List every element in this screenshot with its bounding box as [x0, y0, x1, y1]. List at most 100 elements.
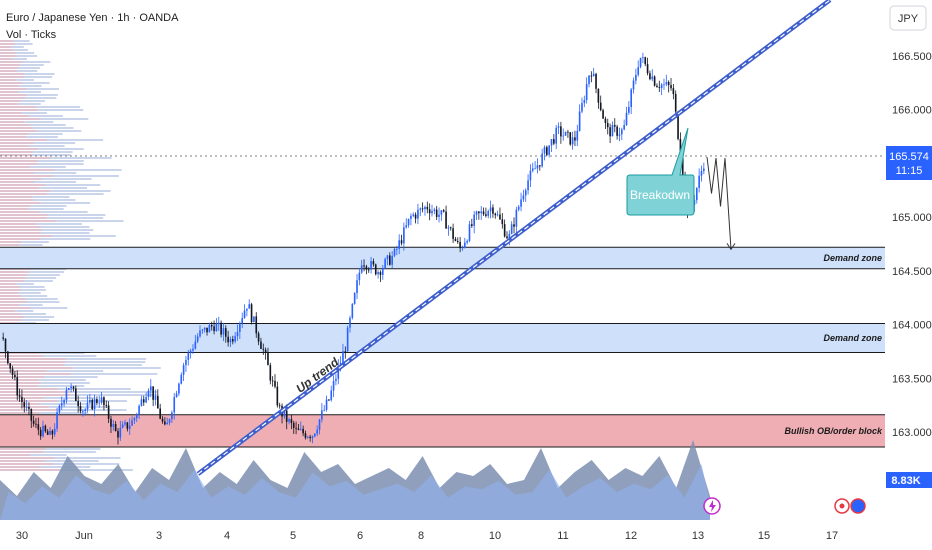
candle-body	[560, 126, 562, 137]
candle-body	[435, 209, 438, 217]
candle-body	[37, 424, 40, 430]
volume-profile-bar	[0, 295, 48, 297]
candle-body	[314, 433, 316, 437]
volume-profile-bar	[0, 64, 44, 66]
price-axis[interactable]	[886, 0, 932, 520]
candle-body	[323, 409, 326, 411]
volume-profile-bar-sell	[0, 196, 32, 198]
candle-body	[39, 429, 42, 437]
candle-body	[595, 73, 597, 89]
volume-profile-bar	[0, 307, 68, 309]
projection-layer	[706, 156, 736, 251]
candle-body	[264, 349, 267, 354]
candle-body	[107, 405, 110, 419]
volume-profile-bar-sell	[0, 148, 38, 150]
volume-profile-bar-sell	[0, 232, 41, 234]
volume-profile-bar-sell	[0, 304, 20, 306]
volume-profile-bar-sell	[0, 226, 41, 228]
volume-profile-bar	[0, 205, 67, 207]
candle-body	[574, 137, 576, 141]
candle-body	[67, 388, 70, 391]
volume-profile-bar-sell	[0, 115, 29, 117]
candle-body	[210, 325, 213, 327]
candle-body	[405, 225, 408, 228]
volume-profile-bar-sell	[0, 220, 56, 222]
volume-profile-bar	[0, 94, 58, 96]
candle-body	[171, 412, 173, 420]
volume-profile-bar-sell	[0, 82, 23, 84]
candle-body	[321, 410, 323, 420]
volume-profile-bar	[0, 121, 54, 123]
volume-profile-bar	[0, 145, 65, 147]
volume-profile-bar	[0, 124, 66, 126]
candle-body	[100, 397, 103, 403]
volume-profile-bar-sell	[0, 391, 71, 393]
candle-body	[253, 316, 255, 323]
y-tick-label: 166.500	[892, 51, 932, 63]
x-tick-label: 11	[557, 530, 568, 542]
candle-body	[508, 233, 511, 239]
candle-body	[431, 210, 433, 214]
volume-profile-bar	[0, 172, 77, 174]
volume-profile-bar-sell	[0, 52, 16, 54]
volume-profile-bar	[0, 385, 85, 387]
candle-body	[124, 422, 126, 425]
candle-body	[703, 168, 705, 172]
x-tick-label: Jun	[75, 530, 93, 542]
candle-body	[114, 424, 117, 431]
volume-profile-bar-sell	[0, 277, 26, 279]
candle-body	[428, 209, 431, 214]
volume-profile-bar	[0, 244, 43, 246]
candle-body	[658, 87, 661, 88]
volume-profile-bar	[0, 73, 55, 75]
candle-body	[58, 405, 61, 413]
x-tick-label: 30	[16, 530, 28, 542]
volume-profile-bar	[0, 466, 91, 468]
candle-body	[224, 328, 227, 337]
candle-body	[524, 190, 527, 196]
candle-body	[89, 399, 91, 403]
volume-profile-bar	[0, 271, 64, 273]
candle-body	[126, 422, 129, 429]
indicator-label: Vol · Ticks	[6, 29, 57, 41]
volume-profile-bar-sell	[0, 394, 72, 396]
volume-profile-bar-sell	[0, 187, 40, 189]
candle-body	[471, 224, 473, 226]
currency-button[interactable]	[889, 5, 927, 31]
candle-body	[255, 316, 258, 334]
zone-label: Demand zone	[823, 333, 882, 343]
candle-body	[325, 399, 328, 410]
volume-profile-bar-sell	[0, 118, 40, 120]
volume-profile-bar-sell	[0, 229, 42, 231]
volume-profile-bar-sell	[0, 88, 27, 90]
volume-profile-bar-sell	[0, 142, 34, 144]
volume-profile-bar	[0, 118, 89, 120]
volume-profile-bar	[0, 457, 121, 459]
time-axis[interactable]	[0, 520, 932, 550]
volume-profile-bar	[0, 319, 49, 321]
volume-profile-bar-sell	[0, 160, 38, 162]
volume-profile-bar	[0, 238, 91, 240]
x-tick-label: 13	[692, 530, 704, 542]
volume-profile-bar-sell	[0, 235, 53, 237]
candle-body	[351, 303, 354, 318]
candle-body	[635, 74, 637, 81]
candle-body	[74, 388, 77, 402]
candle-body	[103, 397, 105, 406]
volume-profile-bar	[0, 460, 99, 462]
candle-body	[421, 208, 424, 210]
news-icon[interactable]	[850, 498, 866, 514]
candle-body	[639, 57, 642, 68]
candle-body	[496, 214, 499, 216]
x-tick-label: 8	[418, 530, 424, 542]
candle-body	[407, 218, 410, 226]
y-tick-label: 165.000	[892, 212, 932, 224]
candle-body	[520, 199, 522, 207]
candle-body	[227, 336, 229, 343]
candle-body	[257, 333, 260, 342]
volume-profile-bar	[0, 163, 84, 165]
candle-body	[72, 386, 75, 389]
candle-body	[456, 240, 459, 243]
chart-title: Euro / Japanese Yen · 1h · OANDA	[6, 12, 179, 24]
